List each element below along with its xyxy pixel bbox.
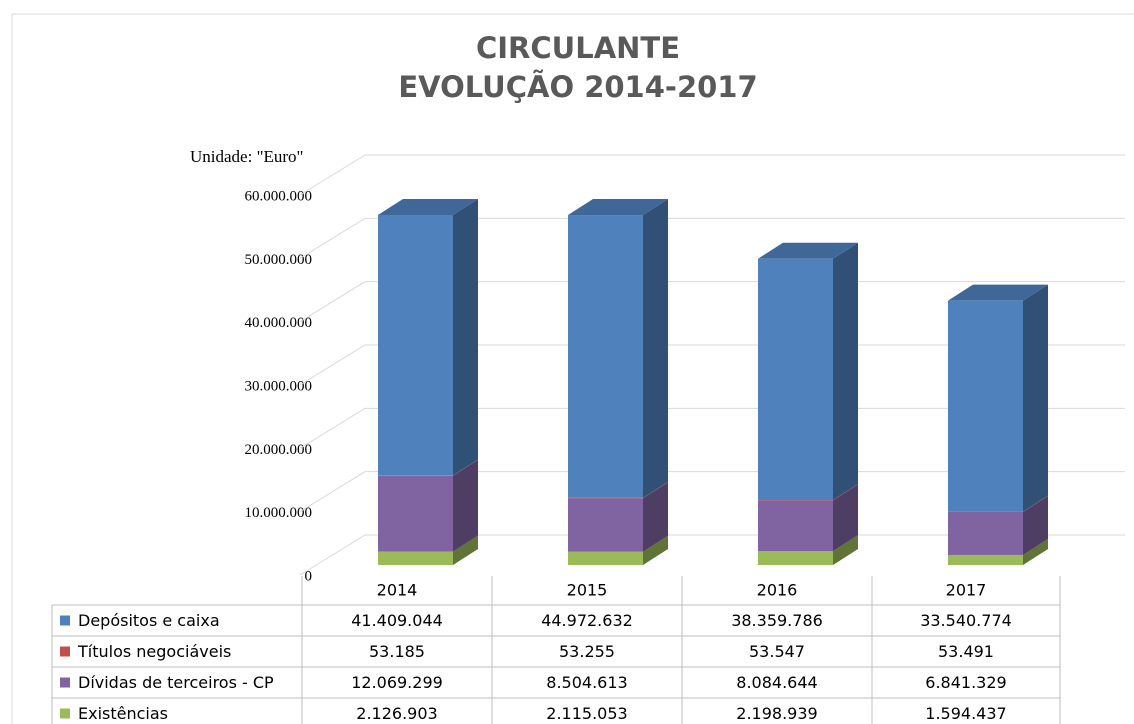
bar-segment xyxy=(568,535,668,565)
bar-top xyxy=(378,198,478,215)
bar-side xyxy=(833,483,858,501)
bar-segment xyxy=(758,242,858,500)
y-tick-label: 30.000.000 xyxy=(245,378,313,394)
bar-side xyxy=(643,482,668,552)
bar-segment xyxy=(948,538,1048,565)
bar xyxy=(568,551,643,565)
legend-key xyxy=(60,646,70,657)
x-tick-label: 2017 xyxy=(946,581,987,600)
chart-title: CIRCULANTE xyxy=(476,31,680,65)
table-value: 2.115.053 xyxy=(546,704,627,723)
table-value: 53.547 xyxy=(749,642,805,661)
grid-line xyxy=(299,344,1125,386)
bar-segment xyxy=(378,535,478,565)
table-value: 53.491 xyxy=(938,642,994,661)
table-value: 1.594.437 xyxy=(925,704,1006,723)
bar-segment xyxy=(758,535,858,565)
y-tick-label: 60.000.000 xyxy=(245,188,313,204)
bar xyxy=(758,500,833,552)
bar-segment xyxy=(378,459,478,552)
legend-key xyxy=(60,615,70,626)
table-value: 2.126.903 xyxy=(356,704,437,723)
y-tick-label: 0 xyxy=(305,568,313,584)
bar-segment xyxy=(378,198,478,476)
y-tick-label: 50.000.000 xyxy=(245,252,313,268)
table-value: 38.359.786 xyxy=(731,611,823,630)
table-value: 2.198.939 xyxy=(736,704,817,723)
x-tick-label: 2016 xyxy=(757,581,798,600)
legend-label: Depósitos e caixa xyxy=(78,611,220,630)
legend-key xyxy=(60,677,70,688)
bar-segment xyxy=(568,481,668,499)
bar-top xyxy=(568,199,668,216)
bar xyxy=(948,511,1023,555)
bar-side xyxy=(833,242,858,500)
table-value: 33.540.774 xyxy=(920,611,1012,630)
bar-side xyxy=(453,198,478,476)
bar-segment xyxy=(568,482,668,552)
grid-line xyxy=(299,281,1125,323)
bar-side xyxy=(643,199,668,498)
bar-segment xyxy=(568,199,668,498)
grid-line xyxy=(299,407,1125,449)
bar xyxy=(568,215,643,498)
y-tick-label: 10.000.000 xyxy=(245,505,313,521)
bar-side xyxy=(1023,538,1048,565)
grid-line xyxy=(299,471,1125,513)
bar-segment xyxy=(378,459,478,476)
table-value: 53.255 xyxy=(559,642,615,661)
x-tick-label: 2015 xyxy=(567,581,608,600)
bar-side xyxy=(833,484,858,552)
bar-top xyxy=(758,242,858,259)
table-value: 8.504.613 xyxy=(546,673,627,692)
legend-label: Existências xyxy=(78,704,168,723)
bar-segment xyxy=(948,495,1048,512)
bar-segment xyxy=(948,495,1048,555)
bar-segment xyxy=(758,483,858,501)
x-tick-label: 2014 xyxy=(377,581,418,600)
y-tick-label: 40.000.000 xyxy=(245,315,313,331)
table-value: 6.841.329 xyxy=(925,673,1006,692)
bar-side xyxy=(453,535,478,565)
bar xyxy=(378,551,453,565)
legend-label: Títulos negociáveis xyxy=(77,642,231,661)
table-value: 41.409.044 xyxy=(351,611,443,630)
bar xyxy=(948,300,1023,512)
bar-side xyxy=(833,535,858,565)
bar xyxy=(948,554,1023,565)
bar xyxy=(378,475,453,552)
bar-top xyxy=(948,284,1048,301)
table-value: 12.069.299 xyxy=(351,673,443,692)
bar-side xyxy=(643,481,668,499)
table-value: 44.972.632 xyxy=(541,611,633,630)
bar xyxy=(758,258,833,500)
bar-side xyxy=(1023,495,1048,512)
bar-side xyxy=(643,535,668,565)
y-tick-label: 20.000.000 xyxy=(245,442,313,458)
legend-label: Dívidas de terceiros - CP xyxy=(78,673,274,692)
chart-subtitle: EVOLUÇÃO 2014-2017 xyxy=(398,70,757,104)
legend-key xyxy=(60,708,70,719)
table-value: 8.084.644 xyxy=(736,673,817,692)
bar-segment xyxy=(758,484,858,552)
grid-line xyxy=(299,154,1125,196)
bar-side xyxy=(1023,495,1048,555)
bar-side xyxy=(453,459,478,552)
bar xyxy=(758,551,833,565)
bar xyxy=(378,214,453,476)
grid-line xyxy=(299,217,1125,259)
grid-line xyxy=(299,534,1125,576)
table-value: 53.185 xyxy=(369,642,425,661)
bar-segment xyxy=(948,284,1048,512)
bar-side xyxy=(1023,284,1048,512)
bar xyxy=(568,498,643,552)
bar-side xyxy=(453,459,478,476)
unit-label: Unidade: "Euro" xyxy=(190,147,304,166)
